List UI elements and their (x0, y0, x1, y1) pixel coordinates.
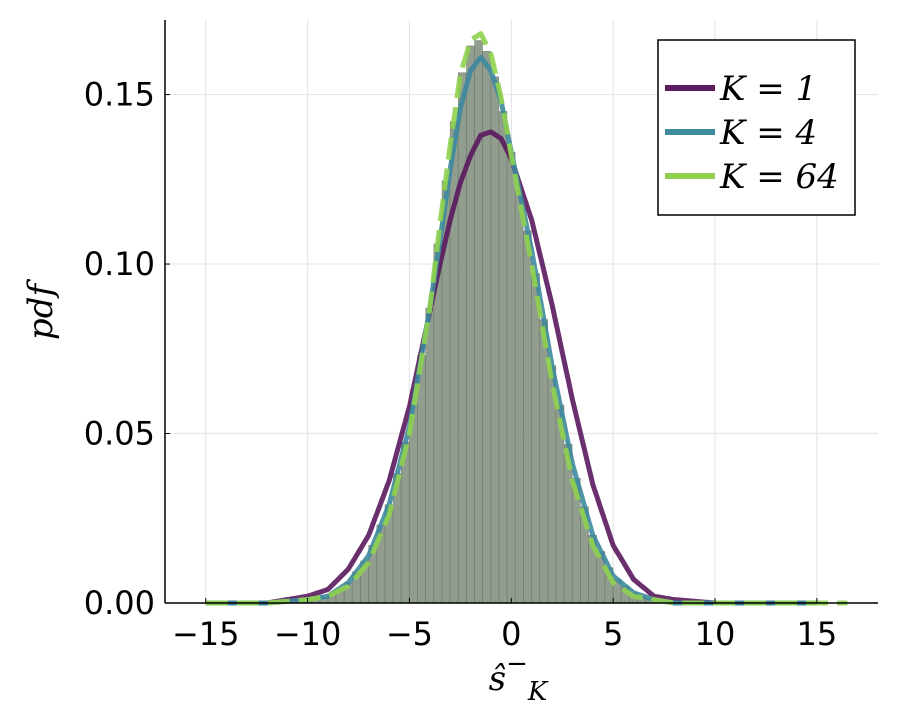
histogram-bar (417, 355, 426, 604)
histogram-bar (506, 151, 516, 604)
histogram-bar (401, 442, 410, 604)
legend: K = 1K = 4K = 64 (657, 39, 856, 216)
x-tick-label: −5 (386, 615, 433, 653)
legend-box (657, 39, 856, 216)
x-axis-label: ŝ−K (489, 649, 549, 707)
histogram-bar (515, 191, 524, 604)
histogram-bar (466, 45, 475, 604)
histogram-bar (490, 76, 500, 604)
histogram-layer (286, 40, 663, 604)
x-tick-label: −15 (172, 615, 240, 653)
histogram-bar (498, 111, 508, 604)
histogram-bar (523, 230, 532, 604)
histogram-bar (531, 273, 540, 604)
histogram-bar (458, 72, 467, 604)
x-tick-label: 10 (695, 615, 736, 653)
y-tick-label: 0.10 (84, 245, 155, 283)
y-tick-label: 0.05 (84, 415, 155, 453)
legend-label: K = 4 (719, 113, 817, 153)
x-tick-label: 15 (797, 615, 838, 653)
x-tick-label: 5 (603, 615, 623, 653)
series-line-3 (205, 31, 848, 606)
x-axis-label-text: ŝ−K (489, 649, 549, 707)
x-tick-label: 0 (501, 615, 521, 653)
tick-labels-layer: −15 −10 −5 0 5 10 15 0.00 0.05 0.10 0.15 (84, 76, 837, 653)
y-tick-label: 0.00 (84, 584, 155, 622)
histogram-bar (474, 40, 483, 604)
legend-label: K = 64 (719, 157, 839, 197)
histogram-bar (425, 307, 434, 604)
x-tick-label: −10 (274, 615, 342, 653)
legend-label: K = 1 (719, 69, 817, 109)
y-tick-label: 0.15 (84, 76, 155, 114)
y-axis-label: pdf (21, 279, 61, 341)
axes-layer (164, 20, 878, 604)
